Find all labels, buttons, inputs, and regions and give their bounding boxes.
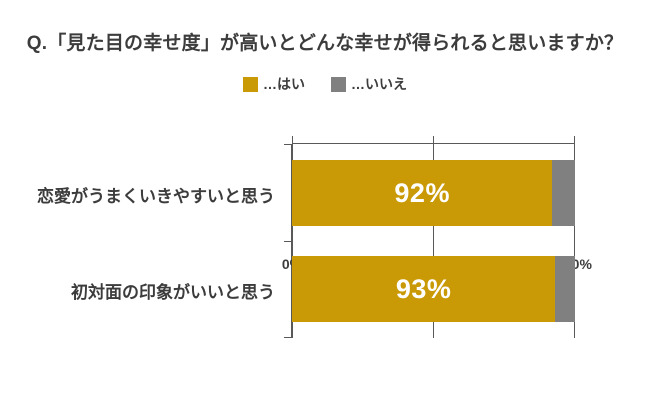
legend-item-yes: …はい: [243, 74, 305, 94]
bar-segment-no-1[interactable]: [555, 256, 575, 322]
chart-title: Q.「見た目の幸せ度」が高いとどんな幸せが得られると思いますか？: [26, 33, 624, 54]
plot-area: 0% 50% 100% 92% 93%: [282, 136, 592, 338]
bar-segment-no-0[interactable]: [552, 160, 575, 226]
tick-line-0: [292, 136, 293, 338]
chart-legend: …はい …いいえ: [0, 74, 650, 94]
legend-swatch-no: [331, 76, 346, 92]
legend-swatch-yes: [243, 76, 258, 92]
category-axis-line: [291, 144, 292, 338]
bar-row-1: 93%: [292, 256, 575, 322]
bar-value-label-0: 92%: [394, 177, 450, 208]
legend-label-yes: …はい: [263, 76, 305, 92]
tick-line-50: [433, 136, 434, 338]
bar-row-0: 92%: [292, 160, 575, 226]
axis-stub-middle: [284, 241, 291, 242]
tick-line-100: [574, 136, 575, 338]
bar-segment-yes-1[interactable]: 93%: [292, 256, 556, 322]
bar-value-label-1: 93%: [395, 273, 452, 304]
legend-label-no: …いいえ: [351, 76, 407, 92]
legend-item-no: …いいえ: [331, 74, 407, 94]
bar-segment-yes-0[interactable]: 92%: [292, 160, 553, 226]
axis-stub-top: [284, 144, 291, 145]
axis-stub-bottom: [284, 337, 291, 338]
category-label-1: 初対面の印象がいいと思う: [71, 283, 275, 302]
category-label-0: 恋愛がうまくいきやすいと思う: [37, 187, 275, 206]
